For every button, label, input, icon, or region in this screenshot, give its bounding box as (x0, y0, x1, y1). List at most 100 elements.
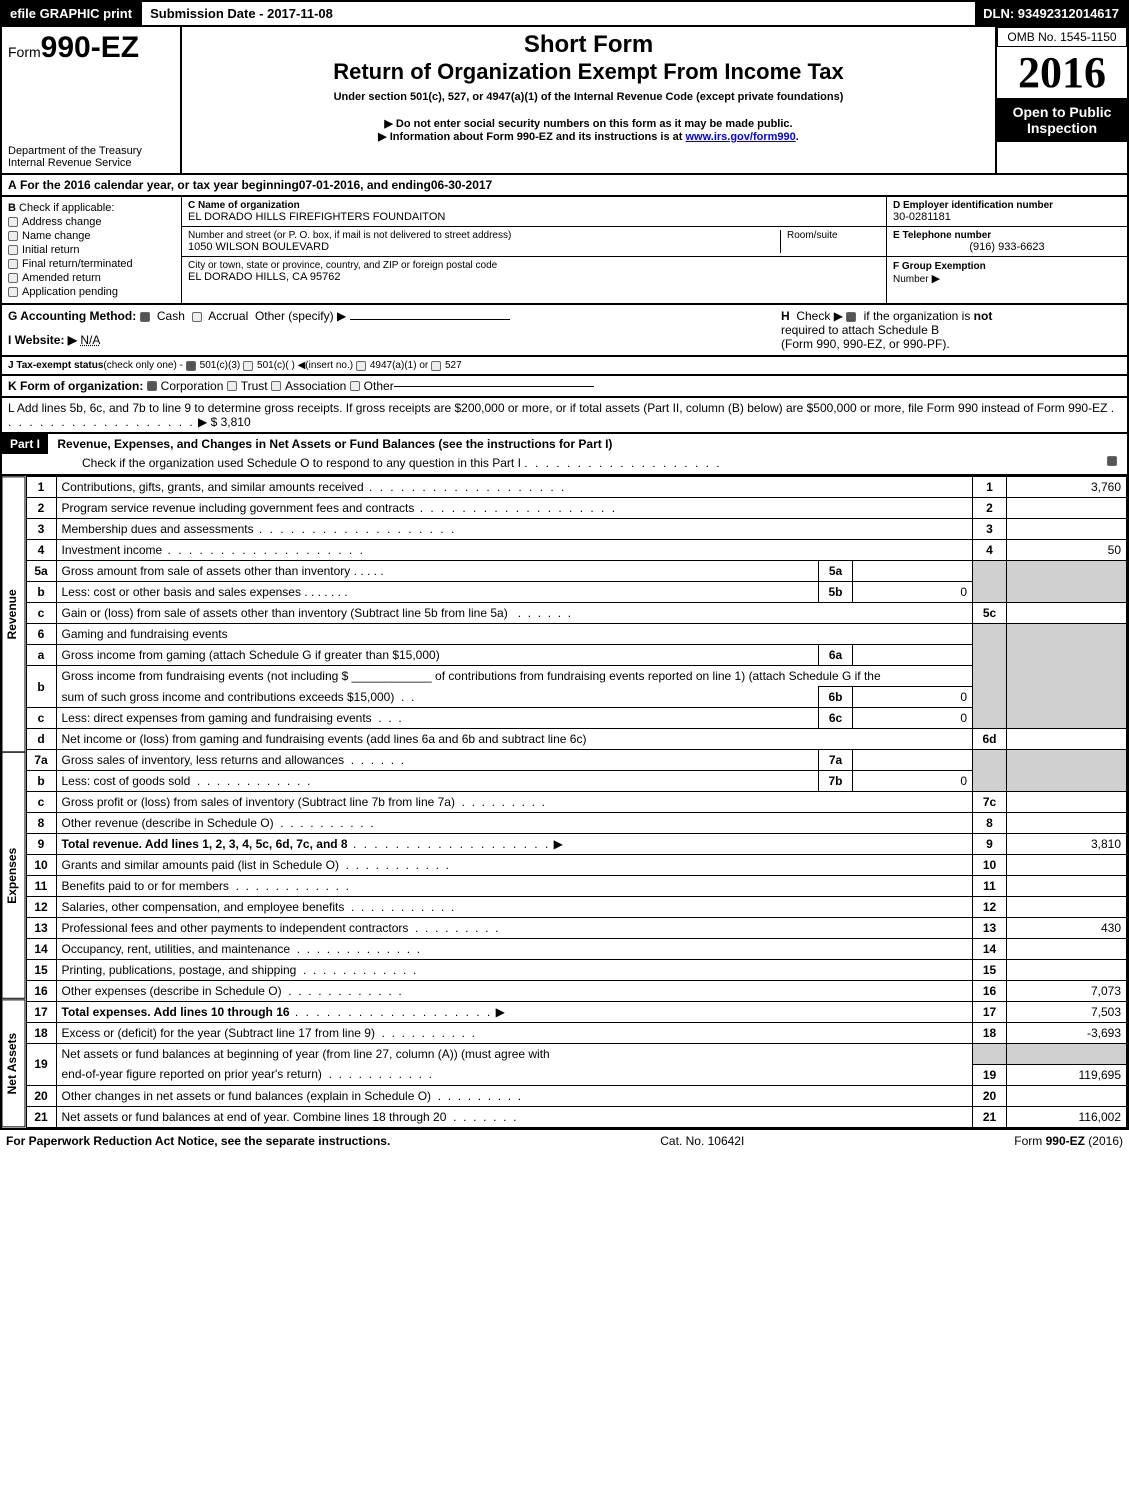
g-opt-accrual: Accrual (208, 309, 248, 323)
chk-application-pending[interactable] (8, 287, 18, 297)
k-opt-0: Corporation (161, 379, 224, 393)
line-9: 9Total revenue. Add lines 1, 2, 3, 4, 5c… (26, 834, 1127, 855)
ghi-right: H Check ▶ if the organization is not req… (781, 309, 1121, 351)
line-2: 2Program service revenue including gover… (26, 498, 1127, 519)
part1-title: Revenue, Expenses, and Changes in Net As… (51, 434, 618, 454)
line-3: 3Membership dues and assessments3 (26, 519, 1127, 540)
j-opt-0: 501(c)(3) (200, 360, 241, 371)
ghi-left: G Accounting Method: Cash Accrual Other … (8, 309, 781, 351)
footer-right: Form 990-EZ (2016) (1014, 1134, 1123, 1148)
chk-trust[interactable] (227, 381, 237, 391)
dept-treasury: Department of the Treasury (8, 145, 174, 157)
l-amount: ▶ $ 3,810 (198, 415, 251, 429)
chk-name-change[interactable] (8, 231, 18, 241)
line-6a: aGross income from gaming (attach Schedu… (26, 645, 1127, 666)
k-opt-3: Other (364, 379, 394, 393)
section-ghi: G Accounting Method: Cash Accrual Other … (0, 305, 1129, 357)
line-8: 8Other revenue (describe in Schedule O) … (26, 813, 1127, 834)
chk-501c3[interactable] (186, 361, 196, 371)
line-7c: cGross profit or (loss) from sales of in… (26, 792, 1127, 813)
org-right: D Employer identification number 30-0281… (887, 197, 1127, 303)
city-value: EL DORADO HILLS, CA 95762 (188, 271, 880, 283)
part1-checkline: Check if the organization used Schedule … (82, 456, 521, 470)
line-4: 4Investment income450 (26, 540, 1127, 561)
form-prefix: Form (8, 44, 41, 60)
dept-irs: Internal Revenue Service (8, 157, 174, 169)
line-7b: bLess: cost of goods sold . . . . . . . … (26, 771, 1127, 792)
line-20: 20Other changes in net assets or fund ba… (26, 1085, 1127, 1106)
chk-501c[interactable] (243, 361, 253, 371)
part1-body: Revenue Expenses Net Assets 1Contributio… (0, 476, 1129, 1130)
subtitle: Under section 501(c), 527, or 4947(a)(1)… (188, 91, 989, 103)
section-k: K Form of organization: Corporation Trus… (0, 376, 1129, 398)
c-label: C Name of organization (188, 200, 880, 211)
chk-h[interactable] (846, 312, 856, 322)
chk-address-change[interactable] (8, 217, 18, 227)
g-opt-other: Other (specify) ▶ (255, 309, 346, 323)
f-arrow-icon: ▶ (932, 273, 940, 285)
header-right: OMB No. 1545-1150 2016 Open to Public In… (997, 27, 1127, 173)
line-7a: 7aGross sales of inventory, less returns… (26, 750, 1127, 771)
line-5c: cGain or (loss) from sale of assets othe… (26, 603, 1127, 624)
chk-label-1: Name change (22, 230, 91, 242)
chk-corp[interactable] (147, 381, 157, 391)
j-opt-2: 4947(a)(1) or (370, 360, 428, 371)
submission-date: Submission Date - 2017-11-08 (140, 2, 341, 25)
chk-cash[interactable] (140, 312, 150, 322)
chk-amended-return[interactable] (8, 273, 18, 283)
chk-assoc[interactable] (271, 381, 281, 391)
top-bar-left: efile GRAPHIC print Submission Date - 20… (2, 2, 341, 25)
line-5b: bLess: cost or other basis and sales exp… (26, 582, 1127, 603)
dln-label: DLN: 93492312014617 (975, 2, 1127, 25)
chk-label-2: Initial return (22, 244, 79, 256)
city-label: City or town, state or province, country… (188, 260, 880, 271)
instr2-pre: ▶ Information about Form 990-EZ and its … (378, 131, 685, 143)
header-center: Short Form Return of Organization Exempt… (182, 27, 997, 173)
section-l: L Add lines 5b, 6c, and 7b to line 9 to … (0, 398, 1129, 434)
line-6c: cLess: direct expenses from gaming and f… (26, 708, 1127, 729)
d-label: D Employer identification number (893, 200, 1121, 211)
chk-527[interactable] (431, 361, 441, 371)
vlabel-netassets: Net Assets (2, 999, 26, 1127)
chk-4947[interactable] (356, 361, 366, 371)
chk-final-return[interactable] (8, 259, 18, 269)
page-footer: For Paperwork Reduction Act Notice, see … (0, 1130, 1129, 1152)
j-label: J Tax-exempt status (8, 360, 103, 371)
open-line1: Open to Public (999, 104, 1125, 120)
line-13: 13Professional fees and other payments t… (26, 918, 1127, 939)
vlabel-revenue: Revenue (2, 476, 26, 752)
efile-print-button[interactable]: efile GRAPHIC print (2, 2, 140, 25)
period-begin: 07-01-2016 (299, 178, 360, 192)
j-opt-3: 527 (445, 360, 462, 371)
chk-label-5: Application pending (22, 286, 118, 298)
main-title: Return of Organization Exempt From Incom… (188, 59, 989, 85)
h-label: H (781, 309, 790, 323)
line-11: 11Benefits paid to or for members . . . … (26, 876, 1127, 897)
footer-catno: Cat. No. 10642I (660, 1134, 744, 1148)
top-bar: efile GRAPHIC print Submission Date - 20… (0, 0, 1129, 27)
k-opt-1: Trust (241, 379, 268, 393)
k-opt-2: Association (285, 379, 346, 393)
line-16: 16Other expenses (describe in Schedule O… (26, 981, 1127, 1002)
line-21: 21Net assets or fund balances at end of … (26, 1106, 1127, 1127)
chk-part1-schedule-o[interactable] (1107, 456, 1117, 466)
line-19-2: end-of-year figure reported on prior yea… (26, 1064, 1127, 1085)
addr-label: Number and street (or P. O. box, if mail… (188, 230, 780, 241)
line-a-period: A For the 2016 calendar year, or tax yea… (0, 175, 1129, 197)
line-19-1: 19Net assets or fund balances at beginni… (26, 1044, 1127, 1065)
instruction-2: ▶ Information about Form 990-EZ and its … (188, 130, 989, 143)
vlabel-expenses: Expenses (2, 752, 26, 999)
line-6b-2: sum of such gross income and contributio… (26, 687, 1127, 708)
tax-year: 2016 (997, 47, 1127, 98)
irs-link[interactable]: www.irs.gov/form990 (686, 131, 796, 143)
line-17: 17Total expenses. Add lines 10 through 1… (26, 1002, 1127, 1023)
h-text4: (Form 990, 990-EZ, or 990-PF). (781, 337, 950, 351)
line-15: 15Printing, publications, postage, and s… (26, 960, 1127, 981)
chk-other-org[interactable] (350, 381, 360, 391)
chk-initial-return[interactable] (8, 245, 18, 255)
short-form-title: Short Form (188, 31, 989, 59)
chk-accrual[interactable] (192, 312, 202, 322)
h-text2: if the organization is (864, 309, 974, 323)
f-label2: Number (893, 274, 929, 285)
j-opt-1: 501(c)( ) ◀(insert no.) (257, 360, 353, 371)
